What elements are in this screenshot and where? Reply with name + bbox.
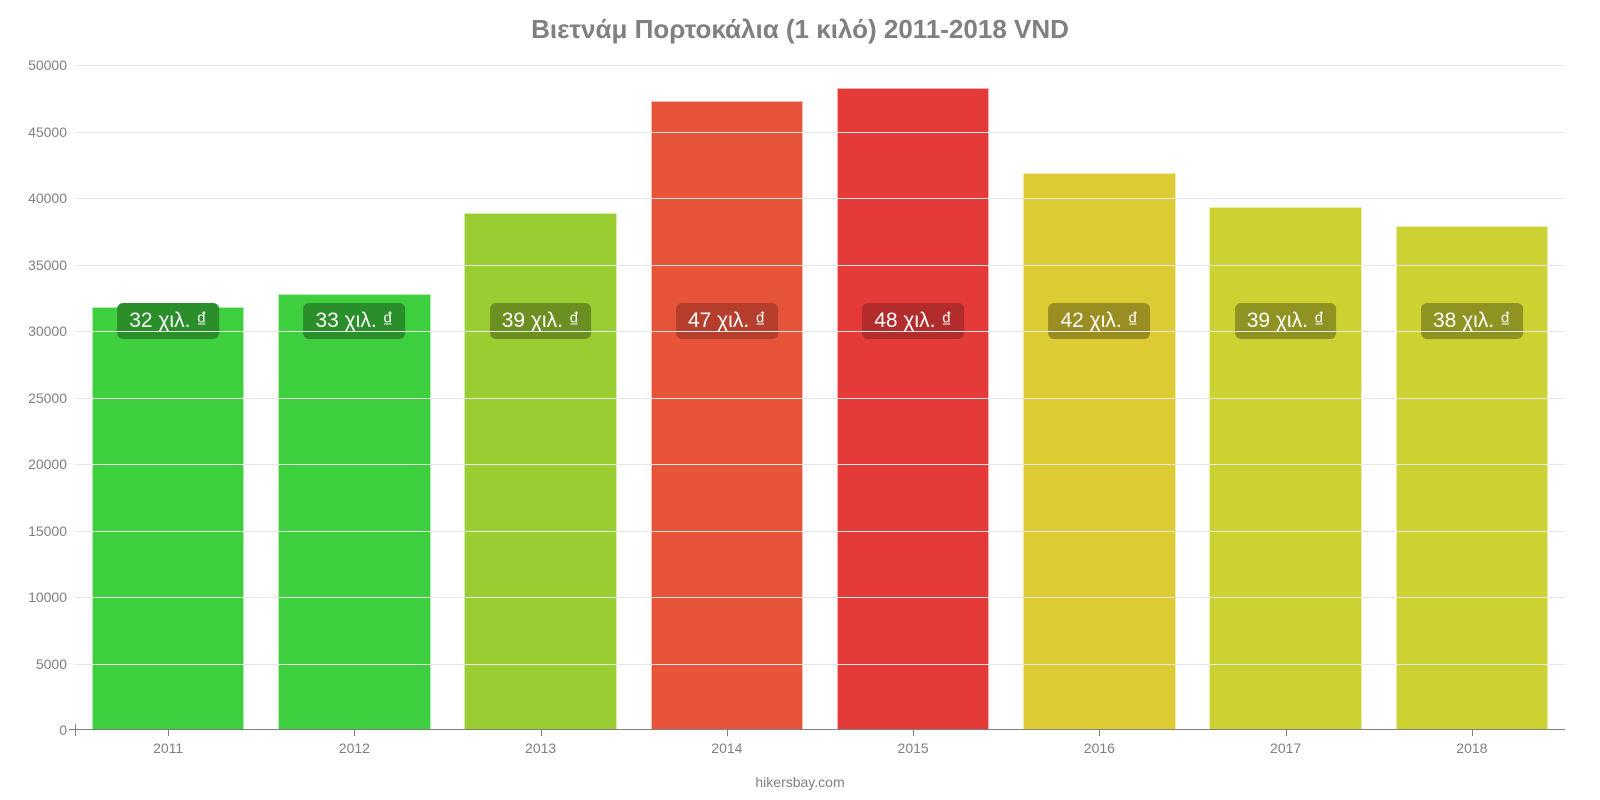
y-tick-label: 40000 xyxy=(28,190,75,206)
value-label: 33 χιλ. ₫ xyxy=(303,303,405,339)
value-label: 32 χιλ. ₫ xyxy=(117,303,219,339)
y-axis-stub xyxy=(75,724,76,736)
x-tick-label: 2016 xyxy=(1084,730,1115,756)
x-tick-label: 2012 xyxy=(339,730,370,756)
y-tick-label: 25000 xyxy=(28,390,75,406)
value-label: 39 χιλ. ₫ xyxy=(490,303,592,339)
bar xyxy=(278,294,431,730)
x-axis-line xyxy=(69,729,1565,730)
grid-line xyxy=(75,265,1565,266)
grid-line xyxy=(75,464,1565,465)
value-label: 42 χιλ. ₫ xyxy=(1048,303,1150,339)
x-tick-label: 2015 xyxy=(898,730,929,756)
grid-line xyxy=(75,531,1565,532)
bar xyxy=(837,88,990,730)
grid-line xyxy=(75,398,1565,399)
y-tick-label: 15000 xyxy=(28,523,75,539)
value-label: 48 χιλ. ₫ xyxy=(862,303,964,339)
x-tick-label: 2013 xyxy=(525,730,556,756)
grid-line xyxy=(75,198,1565,199)
plot-area: 32 χιλ. ₫201133 χιλ. ₫201239 χιλ. ₫20134… xyxy=(75,65,1565,730)
x-tick-label: 2014 xyxy=(711,730,742,756)
y-tick-label: 45000 xyxy=(28,124,75,140)
bar xyxy=(464,213,617,730)
grid-line xyxy=(75,65,1565,66)
value-label: 47 χιλ. ₫ xyxy=(676,303,778,339)
bar xyxy=(1209,207,1362,730)
y-tick-label: 35000 xyxy=(28,257,75,273)
bar-chart: Βιετνάμ Πορτοκάλια (1 κιλό) 2011-2018 VN… xyxy=(0,0,1600,800)
x-tick-label: 2011 xyxy=(153,730,183,756)
bar xyxy=(1023,173,1176,730)
y-tick-label: 10000 xyxy=(28,589,75,605)
grid-line xyxy=(75,664,1565,665)
bar xyxy=(651,101,804,730)
bar xyxy=(92,307,245,730)
grid-line xyxy=(75,132,1565,133)
grid-line xyxy=(75,331,1565,332)
x-tick-label: 2017 xyxy=(1270,730,1301,756)
bar xyxy=(1396,226,1549,730)
value-label: 38 χιλ. ₫ xyxy=(1421,303,1523,339)
grid-line xyxy=(75,597,1565,598)
y-tick-label: 30000 xyxy=(28,323,75,339)
value-label: 39 χιλ. ₫ xyxy=(1235,303,1337,339)
credit-text: hikersbay.com xyxy=(0,774,1600,790)
y-tick-label: 50000 xyxy=(28,57,75,73)
chart-title: Βιετνάμ Πορτοκάλια (1 κιλό) 2011-2018 VN… xyxy=(0,0,1600,45)
y-tick-label: 0 xyxy=(59,722,75,738)
x-tick-label: 2018 xyxy=(1456,730,1487,756)
y-tick-label: 20000 xyxy=(28,456,75,472)
y-tick-label: 5000 xyxy=(36,656,75,672)
